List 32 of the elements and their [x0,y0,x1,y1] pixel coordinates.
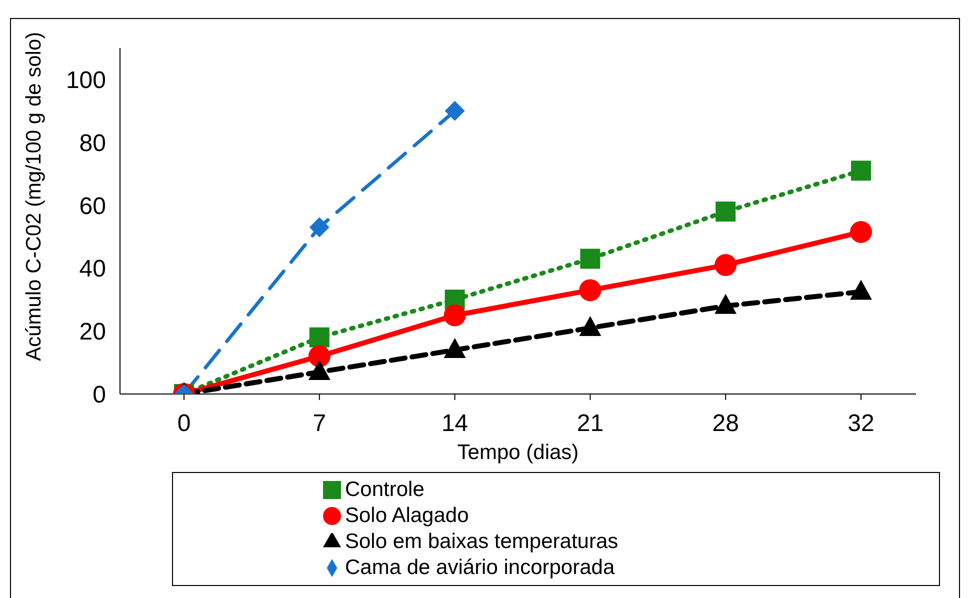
y-tick-label: 80 [79,130,106,157]
point [579,279,602,302]
x-tick-label: 21 [576,410,604,438]
point [308,360,330,380]
y-tick-label: 0 [92,382,106,409]
legend-label: Cama de aviário incorporada [345,556,615,579]
point [444,338,466,358]
point [850,280,872,300]
point [579,316,602,336]
x-tick-label: 14 [441,410,468,438]
point [716,202,736,222]
point [850,221,872,244]
x-tick-label: 32 [848,410,874,438]
point [309,217,330,238]
y-tick-label: 20 [79,318,106,346]
point [309,327,330,348]
legend-label: Solo em baixas temperaturas [345,530,618,553]
legend-label: Solo Alagado [345,504,469,527]
point [714,294,737,314]
x-tick-label: 0 [177,410,191,438]
point [714,254,737,276]
y-axis-title: Acúmulo C-C02 (mg/100 g de solo) [22,32,46,361]
y-tick-label: 40 [79,256,106,283]
x-axis-title: Tempo (dias) [457,440,579,464]
x-tick-label: 28 [712,410,739,438]
x-tick-label: 7 [312,410,326,438]
y-tick-label: 60 [79,192,106,220]
point [444,304,466,326]
legend-label: Controle [345,478,424,501]
point [851,160,871,181]
y-tick-label: 100 [66,66,106,94]
point [580,248,600,269]
